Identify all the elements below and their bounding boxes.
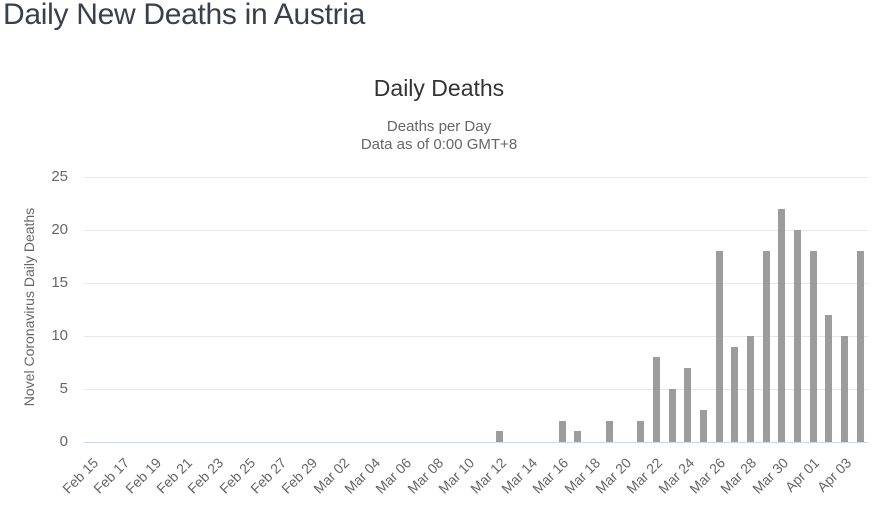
bar[interactable] bbox=[668, 389, 676, 442]
y-gridline bbox=[84, 177, 868, 178]
bar[interactable] bbox=[809, 251, 817, 442]
bar[interactable] bbox=[605, 420, 613, 442]
y-gridline bbox=[84, 389, 868, 390]
bar[interactable] bbox=[684, 367, 692, 442]
bar[interactable] bbox=[746, 336, 754, 442]
y-gridline bbox=[84, 336, 868, 337]
bar[interactable] bbox=[762, 251, 770, 442]
y-axis-tick-label: 25 bbox=[51, 168, 68, 185]
bar[interactable] bbox=[496, 431, 503, 442]
bar[interactable] bbox=[856, 251, 864, 442]
bar[interactable] bbox=[574, 431, 582, 442]
bar[interactable] bbox=[652, 357, 660, 442]
y-axis-tick-label: 0 bbox=[59, 433, 68, 450]
page-title: Daily New Deaths in Austria bbox=[3, 0, 366, 31]
chart-title: Daily Deaths bbox=[373, 75, 505, 101]
y-gridline bbox=[84, 283, 868, 284]
y-axis-tick-label: 15 bbox=[51, 274, 68, 291]
daily-deaths-chart: Daily Deaths Deaths per Day Data as of 0… bbox=[21, 75, 868, 497]
bar[interactable] bbox=[731, 346, 739, 442]
chart-subtitle-line1: Deaths per Day bbox=[386, 118, 492, 135]
chart-subtitle-line2: Data as of 0:00 GMT+8 bbox=[360, 136, 518, 153]
bar[interactable] bbox=[699, 410, 707, 442]
bar[interactable] bbox=[793, 230, 801, 442]
bar[interactable] bbox=[637, 420, 645, 442]
bar[interactable] bbox=[715, 251, 723, 442]
y-axis-tick-label: 5 bbox=[59, 380, 68, 397]
plot-area: 0 5 10 15 20 25 Feb 15 Feb 17 Feb 19 Feb 21 Feb 23… bbox=[51, 168, 868, 497]
y-axis-tick-label: 10 bbox=[51, 327, 68, 344]
bar[interactable] bbox=[841, 336, 848, 442]
bar[interactable] bbox=[558, 420, 566, 442]
x-axis-line bbox=[84, 442, 868, 443]
bar[interactable] bbox=[825, 314, 833, 442]
bar[interactable] bbox=[778, 208, 786, 442]
y-axis-tick-label: 20 bbox=[51, 221, 68, 238]
y-gridline bbox=[84, 230, 868, 231]
